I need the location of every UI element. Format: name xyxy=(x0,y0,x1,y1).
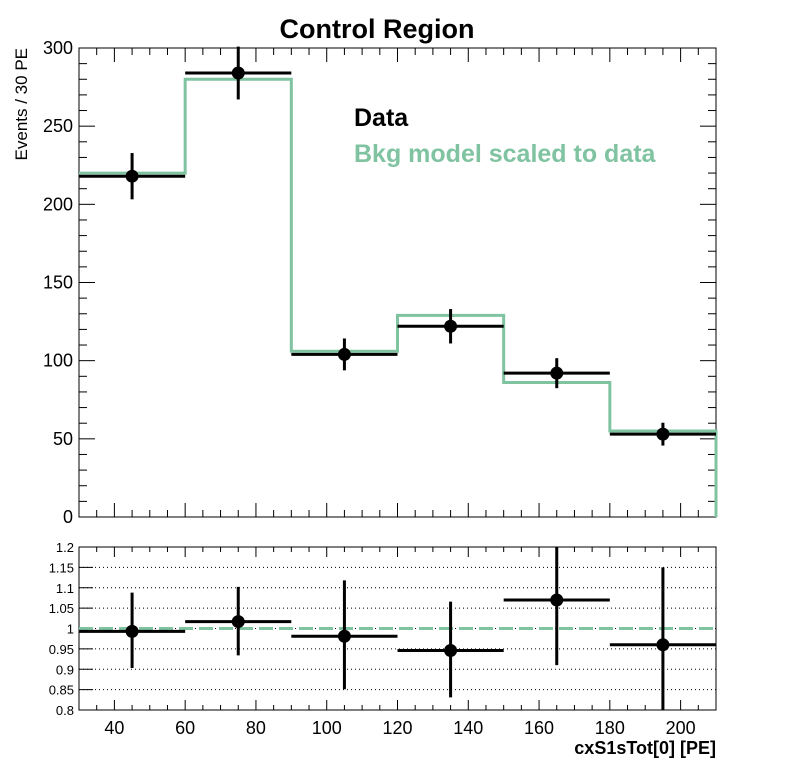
data-point xyxy=(444,319,458,333)
y-axis-label: Events / 30 PE xyxy=(12,48,31,160)
bottom-y-tick-label: 1.1 xyxy=(56,581,74,596)
data-point xyxy=(337,347,351,361)
x-tick-label: 140 xyxy=(453,718,483,738)
x-tick-label: 180 xyxy=(595,718,625,738)
bottom-y-tick-label: 1.15 xyxy=(49,560,74,575)
chart-title: Control Region xyxy=(280,14,475,44)
data-point xyxy=(231,66,245,80)
x-tick-label: 60 xyxy=(175,718,195,738)
data-point xyxy=(125,169,139,183)
ratio-point xyxy=(656,638,670,652)
top-y-tick-label: 300 xyxy=(43,38,73,58)
data-point xyxy=(550,366,564,380)
bkg-model-histogram xyxy=(79,77,718,517)
x-tick-label: 200 xyxy=(666,718,696,738)
top-y-tick-label: 50 xyxy=(53,429,73,449)
ratio-point xyxy=(444,644,458,658)
legend-entry-data: Data xyxy=(354,104,409,132)
x-tick-label: 120 xyxy=(382,718,412,738)
ratio-point xyxy=(231,615,245,629)
x-tick-label: 80 xyxy=(246,718,266,738)
bottom-y-tick-label: 0.9 xyxy=(56,662,74,677)
x-axis-label: cxS1sTot[0] [PE] xyxy=(574,738,716,758)
top-y-tick-label: 150 xyxy=(43,273,73,293)
x-tick-label: 160 xyxy=(524,718,554,738)
top-y-tick-label: 250 xyxy=(43,116,73,136)
x-tick-label: 40 xyxy=(104,718,124,738)
bottom-y-tick-label: 0.8 xyxy=(56,703,74,718)
bottom-y-tick-label: 0.95 xyxy=(49,642,74,657)
bottom-y-tick-label: 1 xyxy=(67,622,74,637)
ratio-point xyxy=(337,629,351,643)
top-y-tick-label: 200 xyxy=(43,194,73,214)
top-y-tick-label: 0 xyxy=(63,507,73,527)
data-point xyxy=(656,427,670,441)
legend-entry-bkg-model: Bkg model scaled to data xyxy=(354,140,657,168)
ratio-point xyxy=(550,593,564,607)
bottom-y-tick-label: 1.2 xyxy=(56,540,74,555)
x-tick-label: 100 xyxy=(312,718,342,738)
top-y-tick-label: 100 xyxy=(43,351,73,371)
ratio-point xyxy=(125,624,139,638)
bottom-y-tick-label: 0.85 xyxy=(49,683,74,698)
bottom-y-tick-label: 1.05 xyxy=(49,601,74,616)
